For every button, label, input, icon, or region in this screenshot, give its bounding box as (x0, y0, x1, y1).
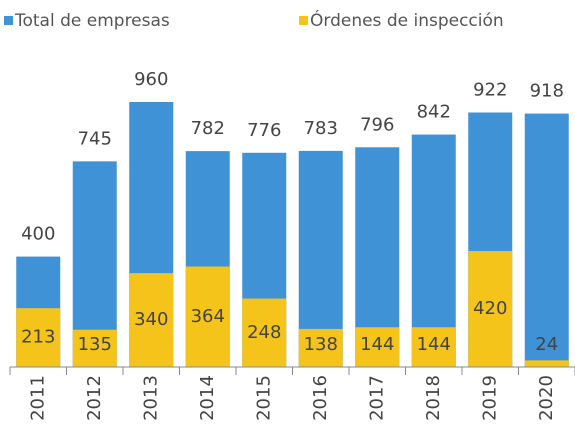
data-label: 24 (535, 334, 558, 355)
x-tick-label: 2011 (27, 375, 48, 421)
data-label: 745 (78, 128, 112, 149)
data-label: 918 (530, 81, 564, 102)
data-label: 248 (247, 322, 281, 343)
data-label: 144 (417, 334, 451, 355)
legend-label: Órdenes de inspección (310, 9, 504, 31)
x-tick-label: 2012 (84, 375, 105, 421)
bar (298, 328, 343, 367)
bar (72, 329, 117, 367)
x-tick-label: 2014 (197, 375, 218, 421)
x-tick-label: 2019 (479, 375, 500, 421)
x-tick-label: 2013 (140, 375, 161, 421)
bar (355, 327, 400, 367)
bar (411, 327, 456, 367)
data-label: 420 (473, 298, 507, 319)
legend: Total de empresas Órdenes de inspección (4, 9, 504, 31)
data-label: 783 (304, 118, 338, 139)
bar (468, 251, 513, 367)
x-tick-label: 2018 (423, 375, 444, 421)
bar (16, 308, 61, 367)
x-tick-label: 2016 (310, 375, 331, 421)
bar (242, 298, 287, 367)
data-label: 796 (360, 114, 394, 135)
legend-label: Total de empresas (14, 11, 170, 31)
legend-swatch (4, 16, 13, 25)
data-label: 340 (134, 309, 168, 330)
bar (524, 360, 569, 367)
bar (129, 273, 174, 367)
data-label: 922 (473, 79, 507, 100)
bar (185, 266, 230, 367)
bar (524, 113, 569, 367)
data-label: 364 (191, 306, 225, 327)
x-tick-label: 2017 (366, 375, 387, 421)
data-label: 776 (247, 120, 281, 141)
data-label: 135 (78, 334, 112, 355)
data-label: 842 (417, 102, 451, 123)
data-label: 782 (191, 118, 225, 139)
x-tick-label: 2020 (536, 375, 557, 421)
x-tick-label: 2015 (253, 375, 274, 421)
legend-swatch (299, 16, 308, 25)
data-label: 144 (360, 334, 394, 355)
data-label: 213 (21, 327, 55, 348)
data-label: 960 (134, 69, 168, 90)
data-label: 400 (21, 224, 55, 245)
data-label: 138 (304, 334, 338, 355)
